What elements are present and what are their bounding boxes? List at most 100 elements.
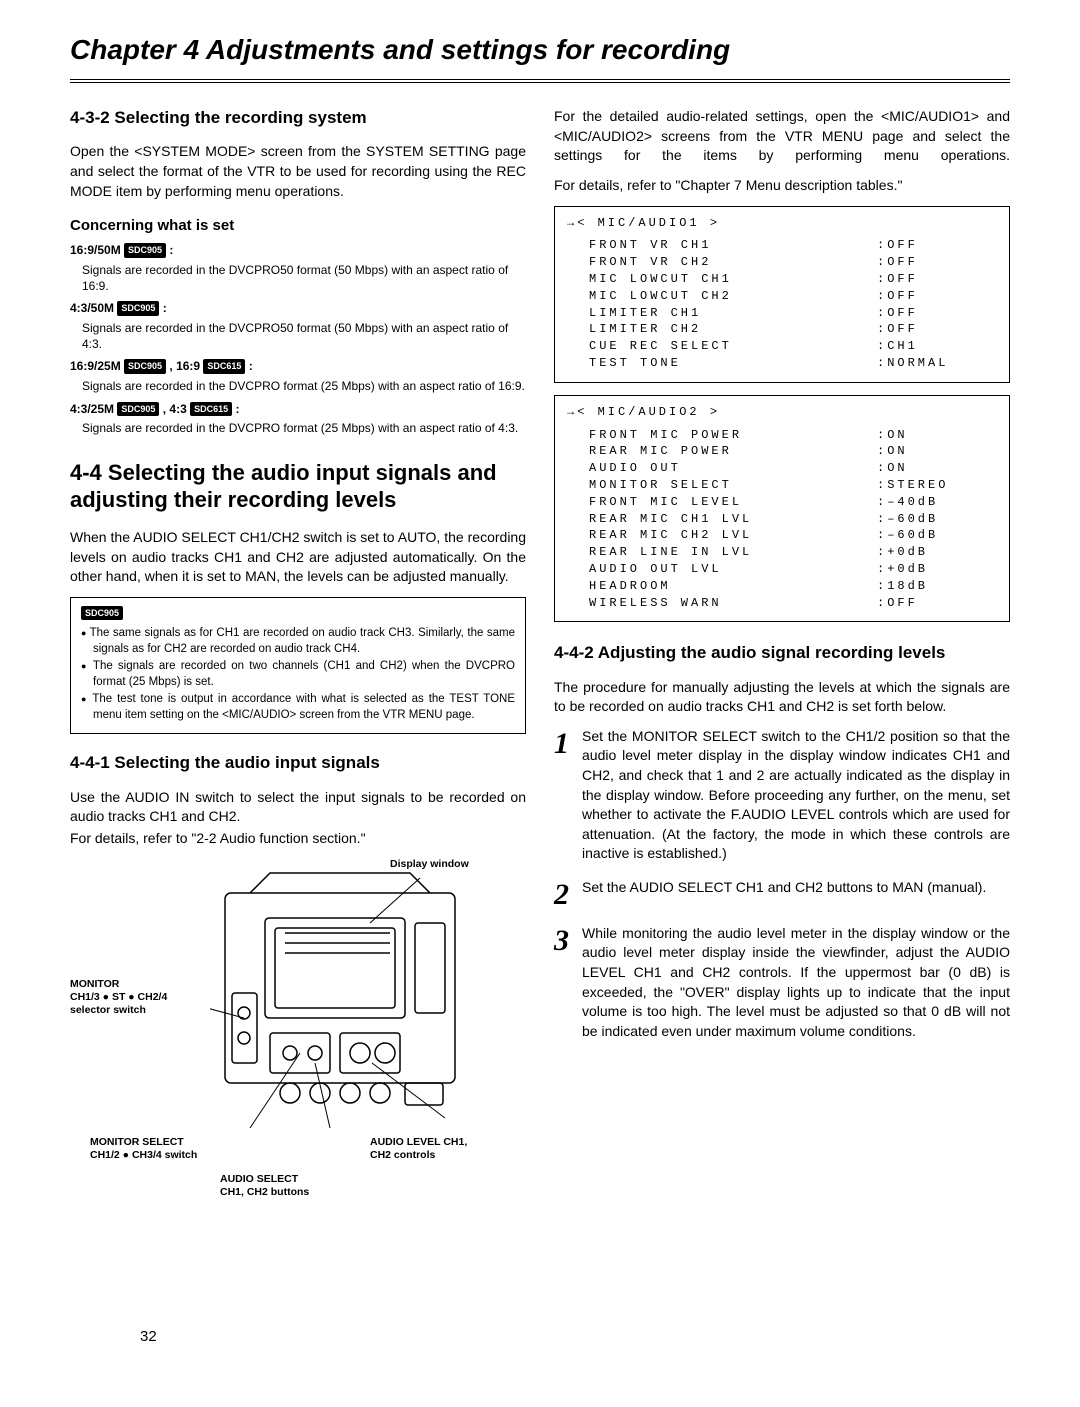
menu-row: TEST TONE:NORMAL — [567, 355, 997, 372]
right-intro1: For the detailed audio-related settings,… — [554, 107, 1010, 166]
menu-value: :+0dB — [877, 561, 997, 578]
menu-row: MIC LOWCUT CH2:OFF — [567, 288, 997, 305]
menu-row: MIC LOWCUT CH1:OFF — [567, 271, 997, 288]
step-number: 1 — [554, 727, 582, 864]
setting-key-row: 4:3/25M SDC905 , 4:3 SDC615 : — [70, 401, 526, 418]
page-number: 32 — [140, 1326, 157, 1347]
right-intro2: For details, refer to "Chapter 7 Menu de… — [554, 176, 1010, 196]
menu-row: FRONT VR CH1:OFF — [567, 237, 997, 254]
setting-key-row: 16:9/25M SDC905 , 16:9 SDC615 : — [70, 358, 526, 375]
callout-monitor-switch: MONITOR CH1/3 ● ST ● CH2/4 selector swit… — [70, 978, 200, 1016]
menu-label: FRONT VR CH2 — [589, 254, 877, 271]
step: 3While monitoring the audio level meter … — [554, 924, 1010, 1042]
menu-row: WIRELESS WARN:OFF — [567, 595, 997, 612]
menu-row: REAR MIC POWER:ON — [567, 443, 997, 460]
note-box: SDC905 The same signals as for CH1 are r… — [70, 597, 526, 735]
menu1-title: →< MIC/AUDIO1 > — [567, 215, 997, 232]
menu-label: FRONT MIC LEVEL — [589, 494, 877, 511]
menu-row: REAR MIC CH2 LVL:–60dB — [567, 527, 997, 544]
menu-label: REAR MIC POWER — [589, 443, 877, 460]
menu-value: :ON — [877, 460, 997, 477]
menu-label: REAR MIC CH2 LVL — [589, 527, 877, 544]
model-badge: SDC905 — [117, 402, 159, 417]
step: 1Set the MONITOR SELECT switch to the CH… — [554, 727, 1010, 864]
menu-label: AUDIO OUT — [589, 460, 877, 477]
camera-drawing — [210, 868, 490, 1128]
menu-row: MONITOR SELECT:STEREO — [567, 477, 997, 494]
body-4-4-1a: Use the AUDIO IN switch to select the in… — [70, 788, 526, 827]
note-badge: SDC905 — [81, 606, 123, 620]
body-4-4: When the AUDIO SELECT CH1/CH2 switch is … — [70, 528, 526, 587]
menu-row: FRONT VR CH2:OFF — [567, 254, 997, 271]
menu-value: :OFF — [877, 321, 997, 338]
menu-value: :–60dB — [877, 511, 997, 528]
callout-monitor-select: MONITOR SELECT CH1/2 ● CH3/4 switch — [90, 1136, 230, 1161]
menu-value: :OFF — [877, 288, 997, 305]
note-item: The signals are recorded on two channels… — [81, 659, 515, 690]
setting-key-row: 16:9/50M SDC905 : — [70, 242, 526, 259]
menu-row: CUE REC SELECT:CH1 — [567, 338, 997, 355]
menu-label: FRONT MIC POWER — [589, 427, 877, 444]
step: 2Set the AUDIO SELECT CH1 and CH2 button… — [554, 878, 1010, 910]
menu-label: MIC LOWCUT CH1 — [589, 271, 877, 288]
menu-value: :OFF — [877, 237, 997, 254]
menu-value: :CH1 — [877, 338, 997, 355]
chapter-underline — [70, 77, 1010, 83]
menu-label: MIC LOWCUT CH2 — [589, 288, 877, 305]
menu-value: :OFF — [877, 305, 997, 322]
step-text: Set the AUDIO SELECT CH1 and CH2 buttons… — [582, 878, 1010, 910]
menu-label: CUE REC SELECT — [589, 338, 877, 355]
menu-label: LIMITER CH2 — [589, 321, 877, 338]
menu-value: :NORMAL — [877, 355, 997, 372]
setting-desc: Signals are recorded in the DVCPRO50 for… — [82, 263, 526, 294]
step-text: While monitoring the audio level meter i… — [582, 924, 1010, 1042]
menu-row: REAR LINE IN LVL:+0dB — [567, 544, 997, 561]
heading-4-3-2: 4-3-2 Selecting the recording system — [70, 107, 526, 128]
menu-row: AUDIO OUT LVL:+0dB — [567, 561, 997, 578]
menu-row: LIMITER CH2:OFF — [567, 321, 997, 338]
note-item: The same signals as for CH1 are recorded… — [81, 626, 515, 657]
heading-concerning: Concerning what is set — [70, 215, 526, 236]
body-4-4-2: The procedure for manually adjusting the… — [554, 678, 1010, 717]
setting-desc: Signals are recorded in the DVCPRO forma… — [82, 379, 526, 395]
menu-value: :ON — [877, 427, 997, 444]
menu-row: HEADROOM:18dB — [567, 578, 997, 595]
menu-row: FRONT MIC POWER:ON — [567, 427, 997, 444]
chapter-title: Chapter 4 Adjustments and settings for r… — [70, 30, 1010, 69]
step-number: 3 — [554, 924, 582, 1042]
menu-value: :18dB — [877, 578, 997, 595]
body-4-4-1b: For details, refer to "2-2 Audio functio… — [70, 829, 526, 849]
menu-row: REAR MIC CH1 LVL:–60dB — [567, 511, 997, 528]
menu-value: :STEREO — [877, 477, 997, 494]
step-number: 2 — [554, 878, 582, 910]
left-column: 4-3-2 Selecting the recording system Ope… — [70, 107, 526, 1228]
menu-label: WIRELESS WARN — [589, 595, 877, 612]
menu-label: FRONT VR CH1 — [589, 237, 877, 254]
menu-value: :+0dB — [877, 544, 997, 561]
menu-label: TEST TONE — [589, 355, 877, 372]
menu-value: :–40dB — [877, 494, 997, 511]
heading-4-4-1: 4-4-1 Selecting the audio input signals — [70, 752, 526, 773]
camera-illustration: Display window MONITOR CH1/3 ● ST ● CH2/… — [70, 858, 526, 1228]
model-badge: SDC905 — [124, 243, 166, 258]
menu-row: LIMITER CH1:OFF — [567, 305, 997, 322]
menu-label: REAR LINE IN LVL — [589, 544, 877, 561]
setting-key-row: 4:3/50M SDC905 : — [70, 300, 526, 317]
heading-4-4-2: 4-4-2 Adjusting the audio signal recordi… — [554, 642, 1010, 663]
model-badge: SDC905 — [124, 359, 166, 374]
menu-value: :OFF — [877, 271, 997, 288]
note-item: The test tone is output in accordance wi… — [81, 692, 515, 723]
menu-row: FRONT MIC LEVEL:–40dB — [567, 494, 997, 511]
menu-mic-audio1: →< MIC/AUDIO1 > FRONT VR CH1:OFFFRONT VR… — [554, 206, 1010, 383]
menu-label: HEADROOM — [589, 578, 877, 595]
callout-audio-select: AUDIO SELECT CH1, CH2 buttons — [220, 1173, 350, 1198]
menu-label: AUDIO OUT LVL — [589, 561, 877, 578]
model-badge: SDC905 — [117, 301, 159, 316]
heading-4-4: 4-4 Selecting the audio input signals an… — [70, 459, 526, 514]
menu-label: MONITOR SELECT — [589, 477, 877, 494]
model-badge: SDC615 — [203, 359, 245, 374]
callout-display-window: Display window — [390, 858, 500, 871]
menu-value: :ON — [877, 443, 997, 460]
menu-mic-audio2: →< MIC/AUDIO2 > FRONT MIC POWER:ONREAR M… — [554, 395, 1010, 623]
menu-value: :–60dB — [877, 527, 997, 544]
